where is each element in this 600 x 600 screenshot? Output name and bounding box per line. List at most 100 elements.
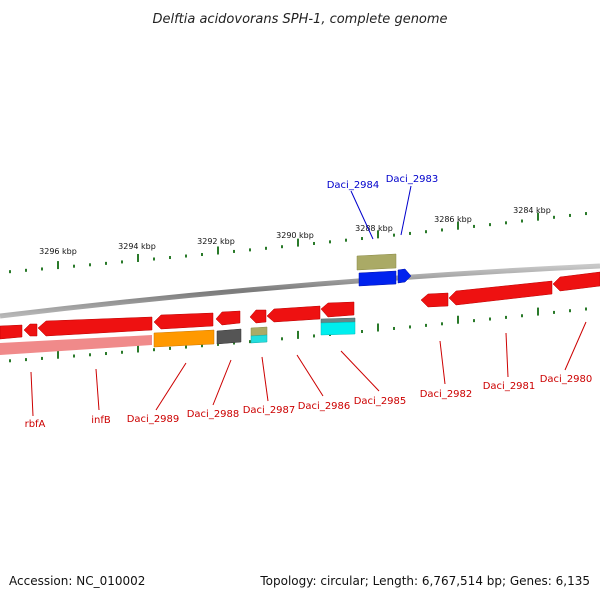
gene-arrow-left-edge (0, 324, 23, 340)
gene-labels: rbfA infB Daci_2989 Daci_2988 Daci_2987 … (25, 174, 593, 430)
callout-2987 (261, 356, 269, 402)
gene-arrow-infB (37, 316, 153, 337)
lower-minor-tick (281, 337, 283, 341)
lower-minor-tick (153, 348, 155, 352)
ruler-label-3296: 3296 kbp (39, 247, 77, 256)
lower-minor-tick (553, 310, 555, 314)
upper-minor-tick (185, 254, 187, 258)
upper-major-tick (377, 230, 379, 239)
upper-minor-tick (521, 219, 523, 223)
lower-minor-tick (169, 346, 171, 350)
gene-arrow-2983-body (358, 270, 397, 287)
gene-label-2981: Daci_2981 (483, 381, 536, 392)
lower-minor-tick (89, 353, 91, 357)
upper-minor-tick (329, 240, 331, 244)
gene-label-infB: infB (91, 415, 111, 426)
lower-minor-tick (473, 319, 475, 323)
gene-arrow-2987-olive (250, 326, 268, 337)
upper-major-tick (457, 221, 459, 230)
gene-arrow-2981 (448, 280, 553, 306)
lower-minor-tick (409, 325, 411, 329)
lower-minor-tick (25, 358, 27, 362)
gene-arrow-2988-red (215, 310, 241, 326)
lower-minor-tick (105, 352, 107, 356)
gene-arrow-2985-red (320, 301, 355, 318)
gene-label-2982: Daci_2982 (420, 389, 473, 400)
lower-minor-tick (249, 340, 251, 344)
gene-arrow-2990 (153, 312, 214, 330)
gene-label-rbfA: rbfA (25, 419, 46, 430)
lower-minor-tick (441, 322, 443, 326)
ruler-labels: 3296 kbp 3294 kbp 3292 kbp 3290 kbp 3288… (39, 206, 551, 256)
minus-strand-track (0, 335, 152, 355)
upper-tick-track (9, 212, 587, 274)
lower-minor-tick (73, 354, 75, 358)
lower-minor-tick (585, 307, 587, 311)
map-title: Delftia acidovorans SPH-1, complete geno… (152, 12, 447, 27)
upper-minor-tick (41, 267, 43, 271)
lower-minor-tick (489, 317, 491, 321)
upper-minor-tick (201, 253, 203, 257)
upper-minor-tick (105, 261, 107, 265)
lower-minor-tick (41, 356, 43, 360)
footer-genome-info: Topology: circular; Length: 6,767,514 bp… (260, 574, 590, 588)
gene-label-2985: Daci_2985 (354, 396, 407, 407)
upper-minor-tick (313, 241, 315, 245)
callout-2984 (350, 190, 374, 240)
upper-minor-tick (265, 246, 267, 250)
ruler-label-3292: 3292 kbp (197, 237, 235, 246)
ruler-label-3288: 3288 kbp (355, 224, 393, 233)
gene-arrow-2986 (266, 305, 321, 323)
ruler-label-3294: 3294 kbp (118, 242, 156, 251)
gene-label-2987: Daci_2987 (243, 405, 296, 416)
upper-minor-tick (361, 237, 363, 241)
gene-arrow-2987-red (249, 309, 267, 324)
callout-2986 (296, 354, 324, 397)
lower-minor-tick (425, 323, 427, 327)
genome-backbone (0, 263, 600, 319)
ruler-label-3284: 3284 kbp (513, 206, 551, 215)
upper-minor-tick (153, 257, 155, 261)
lower-major-tick (57, 350, 59, 359)
minus-strand-genes (0, 271, 600, 348)
upper-major-tick (137, 253, 139, 262)
upper-minor-tick (473, 224, 475, 228)
gene-arrow-2982 (420, 292, 449, 308)
lower-major-tick (297, 330, 299, 339)
gene-arrow-2980 (552, 271, 600, 292)
gene-arrow-2988 (216, 328, 242, 345)
upper-minor-tick (25, 268, 27, 272)
callout-2985 (340, 350, 380, 392)
gene-arrow-2984 (356, 253, 397, 271)
lower-major-tick (377, 323, 379, 332)
gene-arrow-2987 (250, 334, 268, 344)
upper-major-tick (297, 238, 299, 247)
gene-arrow-2989 (153, 329, 215, 348)
upper-minor-tick (425, 230, 427, 234)
gene-arrow-2985 (320, 321, 356, 336)
gene-label-2980: Daci_2980 (540, 374, 593, 385)
callout-infB (95, 368, 100, 411)
upper-minor-tick (345, 238, 347, 242)
callout-lines (30, 185, 587, 417)
lower-major-tick (457, 315, 459, 324)
callout-2983 (400, 185, 412, 236)
upper-minor-tick (553, 215, 555, 219)
lower-minor-tick (9, 359, 11, 363)
upper-minor-tick (281, 245, 283, 249)
lower-minor-tick (201, 344, 203, 348)
gene-label-2988: Daci_2988 (187, 409, 240, 420)
upper-minor-tick (89, 263, 91, 267)
gene-label-2983: Daci_2983 (386, 174, 439, 185)
upper-minor-tick (73, 264, 75, 268)
upper-minor-tick (9, 270, 11, 274)
gene-label-2986: Daci_2986 (298, 401, 351, 412)
upper-minor-tick (505, 221, 507, 225)
upper-minor-tick (233, 249, 235, 253)
lower-minor-tick (521, 314, 523, 318)
ruler-label-3286: 3286 kbp (434, 215, 472, 224)
callout-2980 (564, 321, 587, 371)
lower-minor-tick (505, 315, 507, 319)
lower-minor-tick (233, 341, 235, 345)
